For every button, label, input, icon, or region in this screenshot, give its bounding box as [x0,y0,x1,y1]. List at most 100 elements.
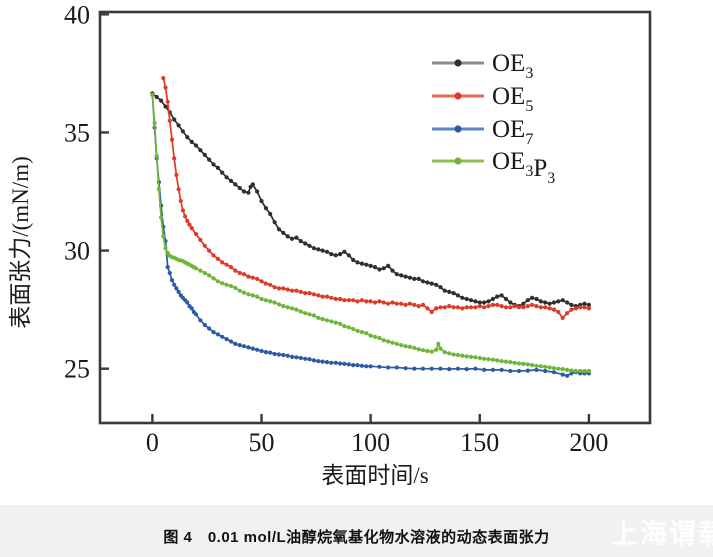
data-point-oe3p3 [512,360,517,365]
data-point-oe3 [198,148,203,153]
data-point-oe5 [241,272,247,277]
data-point-oe5 [468,305,474,310]
data-point-oe7 [508,368,513,374]
data-point-oe3 [565,300,570,305]
data-point-oe7 [298,355,303,361]
data-point-oe3p3 [499,359,504,364]
data-point-oe5 [250,275,255,280]
data-point-oe3 [381,266,386,271]
data-point-oe7 [250,346,255,351]
data-point-oe3 [490,296,495,302]
data-point-oe5 [482,305,487,310]
data-point-oe3p3 [565,367,570,372]
data-point-oe5 [394,301,399,306]
data-point-oe3p3 [161,234,166,239]
data-point-oe3p3 [342,324,347,329]
data-point-oe5 [464,305,469,310]
data-point-oe5 [161,76,166,81]
data-point-oe3 [303,241,308,246]
data-point-oe5 [578,305,583,310]
data-point-oe5 [307,291,312,296]
legend-marker-oe5 [454,92,462,100]
data-point-oe3p3 [468,354,474,359]
data-point-oe7 [259,348,264,354]
data-point-oe7 [351,363,356,368]
data-point-oe5 [442,305,447,310]
data-point-oe3p3 [451,352,456,357]
data-point-oe3p3 [298,309,303,314]
data-point-oe3p3 [508,360,513,365]
data-point-oe3p3 [303,311,308,316]
data-point-oe3 [220,170,225,175]
data-point-oe7 [394,365,399,370]
data-point-oe5 [556,309,561,315]
data-point-oe3p3 [338,321,343,326]
data-point-oe3 [255,189,260,194]
data-point-oe3 [285,234,290,239]
data-point-oe3p3 [486,357,491,362]
data-point-oe3p3 [473,355,478,360]
data-point-oe7 [316,359,321,364]
data-point-oe7 [237,343,242,348]
data-point-oe3 [416,276,421,281]
x-tick-label: 200 [569,428,608,457]
data-point-oe7 [359,363,364,368]
data-point-oe3 [237,185,242,191]
data-point-oe3p3 [316,315,321,320]
data-point-oe3 [486,299,491,304]
data-point-oe5 [573,306,578,311]
data-point-oe3p3 [255,294,260,299]
data-point-oe7 [285,353,290,358]
data-point-oe3 [372,265,378,270]
data-point-oe7 [303,356,308,361]
data-point-oe3 [482,300,487,305]
data-point-oe5 [290,288,295,293]
data-point-oe5 [215,256,220,261]
y-tick-label: 25 [64,355,90,384]
data-point-oe5 [412,302,417,307]
data-point-oe3p3 [259,296,264,302]
data-point-oe5 [399,301,404,306]
data-point-oe3 [307,243,312,248]
data-point-oe5 [338,296,343,302]
data-point-oe3 [202,152,207,157]
data-point-oe3p3 [394,341,399,346]
data-point-oe5 [495,302,500,307]
data-point-oe3 [434,282,439,287]
legend-marker-oe7 [454,125,462,133]
chart-region: 0 50 100 150 200 25 30 35 40 表面时间/s 表面张力/(mN/m) OE3… [8,0,652,488]
data-point-oe5 [547,306,552,311]
data-point-oe7 [355,363,360,368]
data-point-oe3 [530,295,535,300]
data-point-oe5 [169,137,175,142]
data-point-oe5 [525,304,530,309]
data-point-oe7 [276,352,282,357]
data-point-oe3 [290,236,295,241]
data-point-oe5 [193,231,199,237]
data-point-oe7 [215,332,220,337]
data-point-oe5 [346,298,351,303]
data-point-oe3p3 [220,281,225,286]
data-point-oe7 [224,337,229,342]
data-point-oe7 [272,351,277,357]
data-point-oe3 [438,285,443,290]
data-point-oe3 [189,139,194,144]
data-point-oe5 [455,305,460,310]
data-point-oe3 [172,117,177,122]
data-point-oe5 [420,302,426,307]
data-point-oe3 [460,295,465,300]
data-point-oe3 [324,249,330,254]
data-point-oe3p3 [455,352,460,358]
data-point-oe3p3 [436,341,441,346]
data-point-oe3 [259,198,264,204]
data-point-oe3 [521,301,526,306]
data-point-oe5 [503,305,509,310]
data-point-oe5 [359,298,364,303]
data-point-oe3p3 [372,334,378,339]
data-point-oe3p3 [368,333,373,338]
data-point-oe3 [473,299,478,304]
data-point-oe3 [420,279,426,284]
x-axis-title: 表面时间/s [321,463,428,488]
data-point-oe3p3 [193,266,199,271]
